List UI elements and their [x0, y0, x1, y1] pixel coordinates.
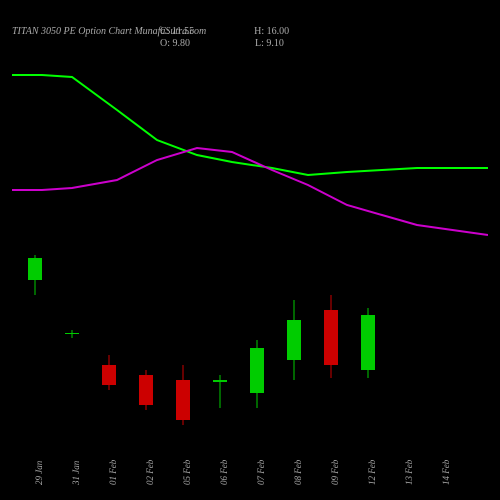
chart-svg	[12, 60, 488, 440]
candle	[213, 375, 227, 408]
close-value: 11.55	[172, 26, 194, 37]
open-info: O: 9.80	[160, 38, 190, 49]
ohlc-row-1: C: 11.55 H: 16.00	[160, 26, 289, 37]
x-axis-label: 13 Feb	[404, 460, 414, 485]
high-info: H: 16.00	[254, 26, 289, 37]
close-label: C:	[160, 26, 169, 37]
close-info: C: 11.55	[160, 26, 194, 37]
x-axis-label: 09 Feb	[330, 460, 340, 485]
x-axis-label: 01 Feb	[108, 460, 118, 485]
x-axis-label: 02 Feb	[145, 460, 155, 485]
x-axis-label: 29 Jan	[34, 461, 44, 485]
x-axis-label: 06 Feb	[219, 460, 229, 485]
indicator-line-magenta	[12, 148, 488, 235]
candle	[250, 340, 264, 408]
chart-canvas	[12, 60, 488, 440]
low-value: 9.10	[266, 38, 284, 49]
x-axis-labels: 29 Jan 31 Jan 01 Feb 02 Feb 05 Feb 06 Feb 07 F…	[12, 440, 488, 490]
x-axis-label: 07 Feb	[256, 460, 266, 485]
high-label: H:	[254, 26, 264, 37]
x-axis-label: 12 Feb	[367, 460, 377, 485]
x-axis-label: 31 Jan	[71, 461, 81, 485]
x-axis-label: 08 Feb	[293, 460, 303, 485]
x-axis-label: 05 Feb	[182, 460, 192, 485]
open-label: O:	[160, 38, 170, 49]
candle	[176, 365, 190, 425]
candle	[139, 370, 153, 410]
low-info: L: 9.10	[255, 38, 284, 49]
candle	[361, 308, 375, 378]
open-value: 9.80	[173, 38, 191, 49]
candle	[65, 330, 79, 338]
candle	[28, 255, 42, 295]
ohlc-row-2: O: 9.80 L: 9.10	[160, 38, 284, 49]
candle	[287, 300, 301, 380]
low-label: L:	[255, 38, 264, 49]
x-axis-label: 14 Feb	[441, 460, 451, 485]
candle	[324, 295, 338, 378]
candle	[102, 355, 116, 390]
high-value: 16.00	[267, 26, 290, 37]
